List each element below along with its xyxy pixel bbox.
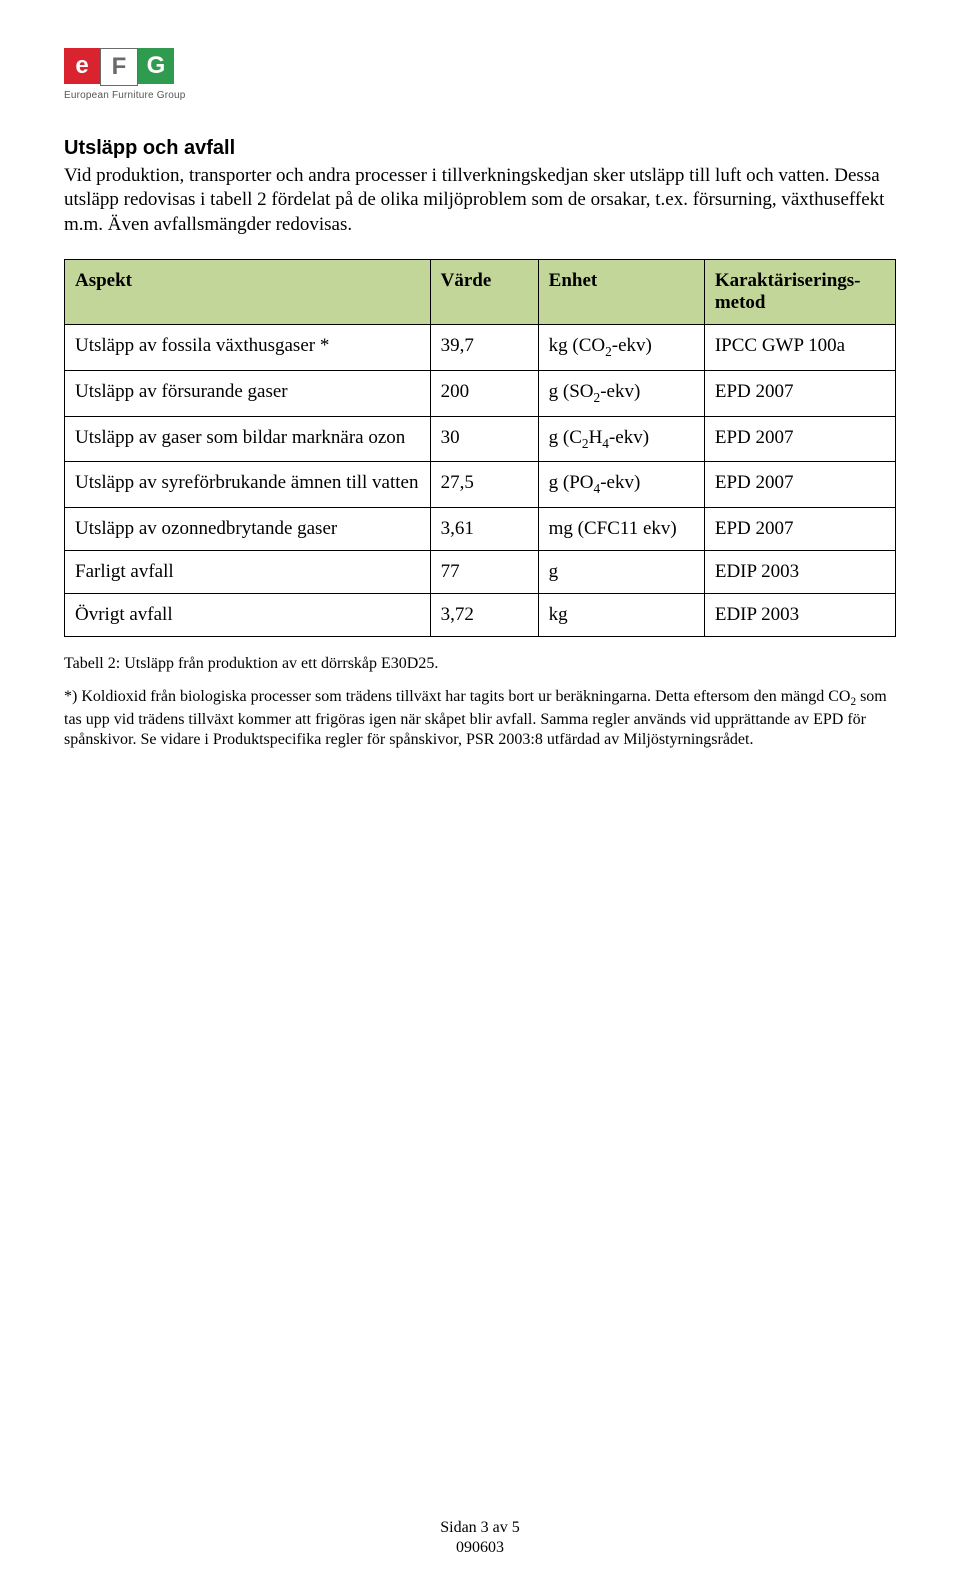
logo-box-1: F (100, 48, 138, 86)
cell-aspekt: Utsläpp av fossila växthusgaser * (65, 324, 431, 370)
table-header-row: Aspekt Värde Enhet Karaktäriserings- met… (65, 259, 896, 324)
section-heading: Utsläpp och avfall (64, 137, 896, 160)
cell-aspekt: Utsläpp av gaser som bildar marknära ozo… (65, 416, 431, 462)
cell-varde: 200 (430, 370, 538, 416)
cell-enhet: mg (CFC11 ekv) (538, 508, 704, 551)
logo-box-0: e (64, 48, 100, 84)
cell-varde: 3,61 (430, 508, 538, 551)
cell-varde: 77 (430, 551, 538, 594)
footer-line-1: Sidan 3 av 5 (0, 1518, 960, 1538)
cell-metod: EPD 2007 (704, 508, 895, 551)
cell-enhet: kg (538, 594, 704, 637)
table-row: Utsläpp av fossila växthusgaser *39,7kg … (65, 324, 896, 370)
cell-enhet: g (PO4-ekv) (538, 462, 704, 508)
logo-boxes: e F G (64, 48, 896, 86)
col-header-metod: Karaktäriserings- metod (704, 259, 895, 324)
cell-varde: 3,72 (430, 594, 538, 637)
cell-varde: 30 (430, 416, 538, 462)
cell-metod: EPD 2007 (704, 370, 895, 416)
cell-aspekt: Farligt avfall (65, 551, 431, 594)
intro-paragraph: Vid produktion, transporter och andra pr… (64, 164, 896, 237)
cell-varde: 39,7 (430, 324, 538, 370)
table-row: Farligt avfall77gEDIP 2003 (65, 551, 896, 594)
col-header-enhet: Enhet (538, 259, 704, 324)
logo-subline: European Furniture Group (64, 90, 896, 101)
cell-enhet: g (C2H4-ekv) (538, 416, 704, 462)
cell-aspekt: Övrigt avfall (65, 594, 431, 637)
logo: e F G European Furniture Group (64, 48, 896, 101)
col-header-varde: Värde (430, 259, 538, 324)
table-row: Utsläpp av gaser som bildar marknära ozo… (65, 416, 896, 462)
cell-metod: EDIP 2003 (704, 594, 895, 637)
footnote: *) Koldioxid från biologiska processer s… (64, 687, 896, 750)
cell-enhet: g (538, 551, 704, 594)
cell-enhet: kg (CO2-ekv) (538, 324, 704, 370)
table-row: Övrigt avfall3,72kgEDIP 2003 (65, 594, 896, 637)
page-footer: Sidan 3 av 5 090603 (0, 1518, 960, 1558)
cell-enhet: g (SO2-ekv) (538, 370, 704, 416)
cell-metod: IPCC GWP 100a (704, 324, 895, 370)
cell-metod: EPD 2007 (704, 416, 895, 462)
table-caption: Tabell 2: Utsläpp från produktion av ett… (64, 655, 896, 673)
emissions-table: Aspekt Värde Enhet Karaktäriserings- met… (64, 259, 896, 637)
cell-aspekt: Utsläpp av ozonnedbrytande gaser (65, 508, 431, 551)
table-body: Utsläpp av fossila växthusgaser *39,7kg … (65, 324, 896, 636)
col-header-aspekt: Aspekt (65, 259, 431, 324)
cell-metod: EDIP 2003 (704, 551, 895, 594)
table-row: Utsläpp av försurande gaser200g (SO2-ekv… (65, 370, 896, 416)
cell-varde: 27,5 (430, 462, 538, 508)
logo-box-2: G (138, 48, 174, 84)
cell-aspekt: Utsläpp av försurande gaser (65, 370, 431, 416)
cell-metod: EPD 2007 (704, 462, 895, 508)
table-row: Utsläpp av ozonnedbrytande gaser3,61mg (… (65, 508, 896, 551)
table-row: Utsläpp av syreförbrukande ämnen till va… (65, 462, 896, 508)
cell-aspekt: Utsläpp av syreförbrukande ämnen till va… (65, 462, 431, 508)
footer-line-2: 090603 (0, 1538, 960, 1558)
